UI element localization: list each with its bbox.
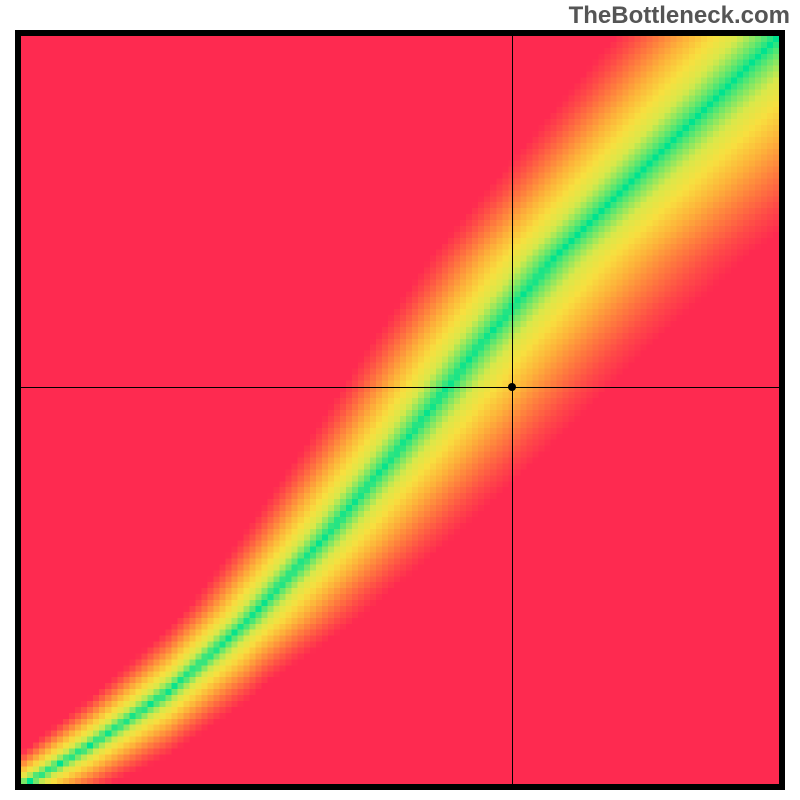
marker-dot [508, 383, 516, 391]
crosshair-horizontal [15, 387, 785, 388]
plot-area [15, 30, 785, 790]
crosshair-vertical [512, 30, 513, 790]
watermark-text: TheBottleneck.com [569, 2, 790, 30]
heatmap-canvas [15, 30, 785, 790]
chart-container: TheBottleneck.com [0, 0, 800, 800]
